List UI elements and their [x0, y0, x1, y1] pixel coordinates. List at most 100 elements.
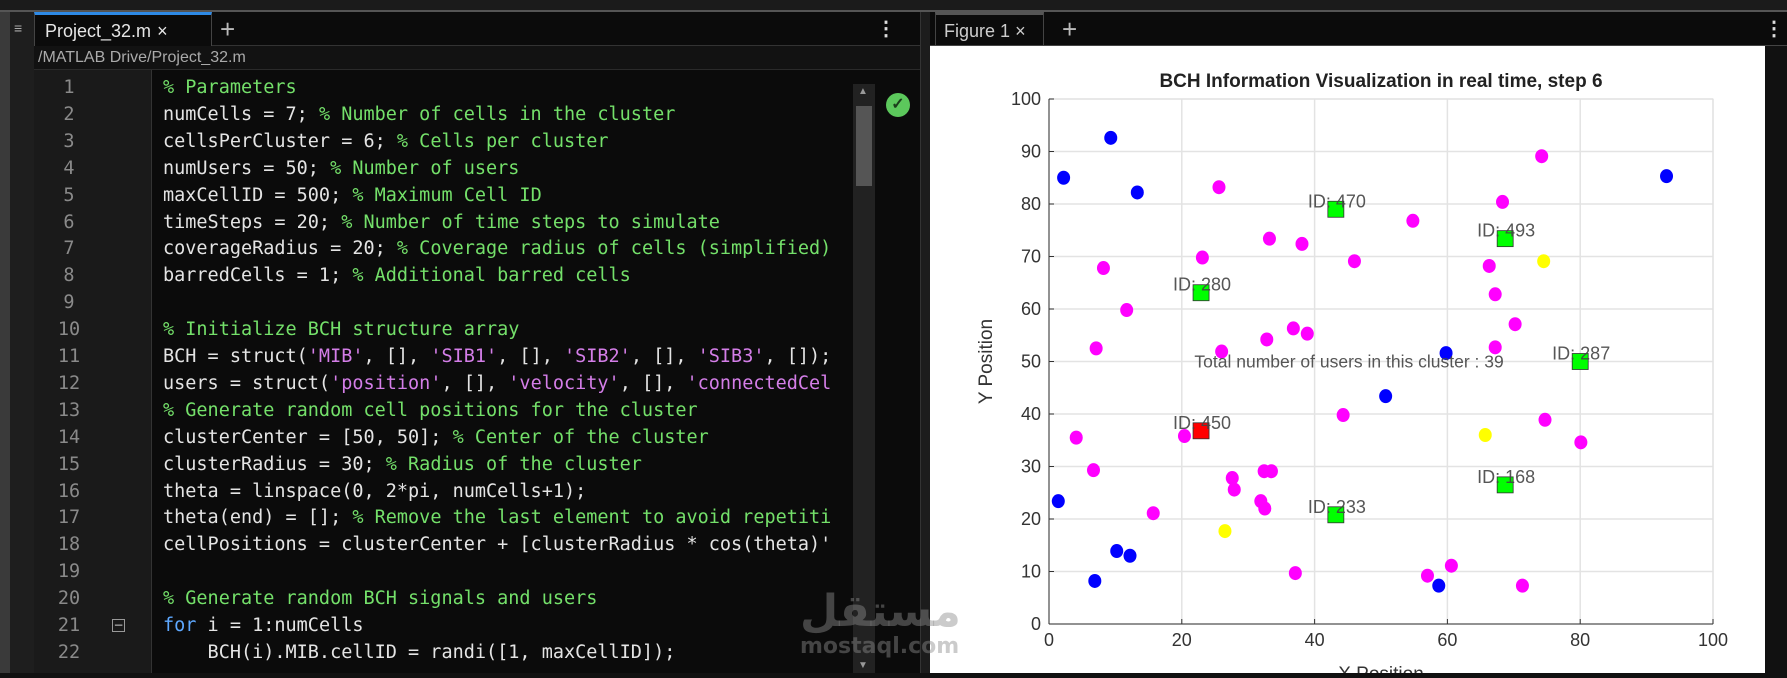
user-point: [1347, 254, 1361, 269]
code-comment: % Number of time steps to simulate: [341, 211, 720, 233]
code-text: BCH = struct('MIB', [], 'SIB1', [], 'SIB…: [163, 343, 831, 370]
user-point: [1088, 573, 1102, 588]
close-tab-icon[interactable]: ×: [1015, 21, 1026, 41]
scroll-down-icon[interactable]: ▼: [858, 660, 868, 671]
line-number: 12: [57, 372, 81, 394]
drag-grip-icon[interactable]: ≡: [14, 20, 23, 36]
code-line[interactable]: 20 % Generate random BCH signals and user…: [34, 585, 852, 612]
line-number: 22: [57, 641, 81, 663]
code-comment: % Number of users: [330, 157, 520, 179]
y-tick-label: 10: [1021, 562, 1041, 582]
code-line[interactable]: 12 users = struct('position', [], 'veloci…: [34, 370, 852, 397]
user-point: [1258, 501, 1272, 516]
tab-project-32[interactable]: Project_32.m ×: [34, 12, 212, 46]
code-line[interactable]: 4 numUsers = 50; % Number of users: [34, 155, 852, 182]
code-token: BCH(i).MIB.cellID = randi([1, maxCellID]…: [163, 641, 676, 663]
user-point: [1432, 578, 1446, 593]
new-figure-tab-button[interactable]: +: [1062, 14, 1078, 44]
panel-divider[interactable]: [920, 12, 930, 673]
user-point: [1215, 344, 1229, 359]
cell-marker: [1327, 200, 1345, 218]
user-point: [1482, 258, 1496, 273]
code-text: coverageRadius = 20; % Coverage radius o…: [163, 235, 831, 262]
code-text: numCells = 7; % Number of cells in the c…: [163, 101, 675, 128]
code-line[interactable]: 22 BCH(i).MIB.cellID = randi([1, maxCell…: [34, 639, 852, 666]
user-point: [1130, 185, 1144, 200]
tab-label: Figure 1: [944, 21, 1011, 41]
code-line[interactable]: 8 barredCells = 1; % Additional barred ce…: [34, 262, 852, 289]
editor-menu-icon[interactable]: ⋮: [876, 18, 896, 40]
user-point: [1515, 578, 1529, 593]
code-line[interactable]: 1 % Parameters: [34, 74, 852, 101]
code-area[interactable]: 1 % Parameters 2 numCells = 7; % Number of …: [34, 74, 852, 673]
code-token: , [],: [619, 372, 687, 394]
total-users-annotation: Total number of users in this cluster : …: [1194, 352, 1503, 372]
code-line[interactable]: 10 % Initialize BCH structure array: [34, 316, 852, 343]
cell-marker: [1571, 353, 1589, 370]
figure-right-edge: [1765, 46, 1787, 673]
left-dock-column: [10, 12, 34, 673]
code-text: cellsPerCluster = 6; % Cells per cluster: [163, 128, 609, 155]
code-string: 'position': [330, 372, 442, 394]
code-string: 'MIB': [307, 346, 364, 367]
y-tick-label: 80: [1021, 194, 1041, 214]
y-tick-label: 30: [1021, 457, 1041, 477]
user-point: [1535, 149, 1549, 164]
user-point: [1110, 544, 1124, 559]
x-axis-label: X Position: [1338, 664, 1424, 673]
code-comment: % Initialize BCH structure array: [163, 319, 520, 341]
code-text: clusterRadius = 30; % Radius of the clus…: [163, 451, 642, 478]
user-point: [1123, 548, 1137, 563]
user-point: [1086, 463, 1100, 478]
code-string: 'SIB1': [430, 346, 498, 367]
scroll-up-icon[interactable]: ▲: [858, 86, 868, 97]
close-tab-icon[interactable]: ×: [157, 21, 168, 41]
code-string: 'SIB2': [563, 346, 631, 367]
fold-toggle-icon[interactable]: −: [112, 618, 125, 632]
scrollbar-thumb[interactable]: [856, 106, 872, 186]
user-point: [1336, 408, 1350, 423]
y-tick-label: 60: [1021, 299, 1041, 319]
code-line[interactable]: 17 theta(end) = []; % Remove the last ele…: [34, 504, 852, 531]
code-line[interactable]: 16 theta = linspace(0, 2*pi, numCells+1);: [34, 478, 852, 505]
line-number: 8: [63, 265, 75, 287]
code-text: users = struct('position', [], 'velocity…: [163, 370, 831, 397]
code-line[interactable]: 5 maxCellID = 500; % Maximum Cell ID: [34, 182, 852, 209]
cell-id-label: ID: 470: [1308, 191, 1366, 211]
line-number: 2: [63, 103, 75, 125]
code-line[interactable]: 7 coverageRadius = 20; % Coverage radius …: [34, 235, 852, 262]
line-number: 7: [63, 238, 75, 260]
code-line[interactable]: 13 % Generate random cell positions for t…: [34, 397, 852, 424]
code-comment: % Generate random cell positions for the…: [163, 399, 698, 421]
code-line[interactable]: 11 BCH = struct('MIB', [], 'SIB1', [], 'S…: [34, 343, 852, 370]
user-point: [1286, 321, 1300, 336]
code-comment: % Radius of the cluster: [385, 453, 642, 475]
code-line[interactable]: 21 − for i = 1:numCells: [34, 612, 852, 639]
code-line[interactable]: 15 clusterRadius = 30; % Radius of the cl…: [34, 451, 852, 478]
figure-menu-icon[interactable]: ⋮: [1764, 18, 1784, 40]
figure-tab-bar: Figure 1 × + ⋮: [930, 12, 1787, 46]
code-token: BCH = struct(: [163, 346, 308, 367]
code-line[interactable]: 14 clusterCenter = [50, 50]; % Center of …: [34, 424, 852, 451]
code-text: theta(end) = []; % Remove the last eleme…: [163, 504, 831, 531]
code-comment: % Maximum Cell ID: [352, 184, 542, 206]
code-line[interactable]: 18 cellPositions = clusterCenter + [clust…: [34, 531, 852, 558]
code-text: cellPositions = clusterCenter + [cluster…: [163, 531, 831, 558]
code-line[interactable]: 2 numCells = 7; % Number of cells in the …: [34, 101, 852, 128]
code-text: theta = linspace(0, 2*pi, numCells+1);: [163, 478, 586, 505]
code-line[interactable]: 3 cellsPerCluster = 6; % Cells per cluste…: [34, 128, 852, 155]
new-tab-button[interactable]: +: [220, 14, 236, 44]
tab-figure-1[interactable]: Figure 1 ×: [935, 12, 1044, 46]
user-point: [1420, 568, 1434, 583]
user-point: [1089, 341, 1103, 356]
code-line[interactable]: 9: [34, 289, 852, 316]
code-token: maxCellID = 500;: [163, 184, 353, 206]
cell-id-label: ID: 493: [1477, 221, 1535, 241]
code-token: cellsPerCluster = 6;: [163, 130, 397, 152]
code-text: BCH(i).MIB.cellID = randi([1, maxCellID]…: [163, 639, 676, 666]
code-line[interactable]: 19: [34, 558, 852, 585]
user-point: [1096, 261, 1110, 276]
code-comment: % Coverage radius of cells (simplified): [396, 238, 832, 260]
code-line[interactable]: 6 timeSteps = 20; % Number of time steps …: [34, 209, 852, 236]
vertical-scrollbar[interactable]: ▲ ▼: [853, 84, 875, 673]
